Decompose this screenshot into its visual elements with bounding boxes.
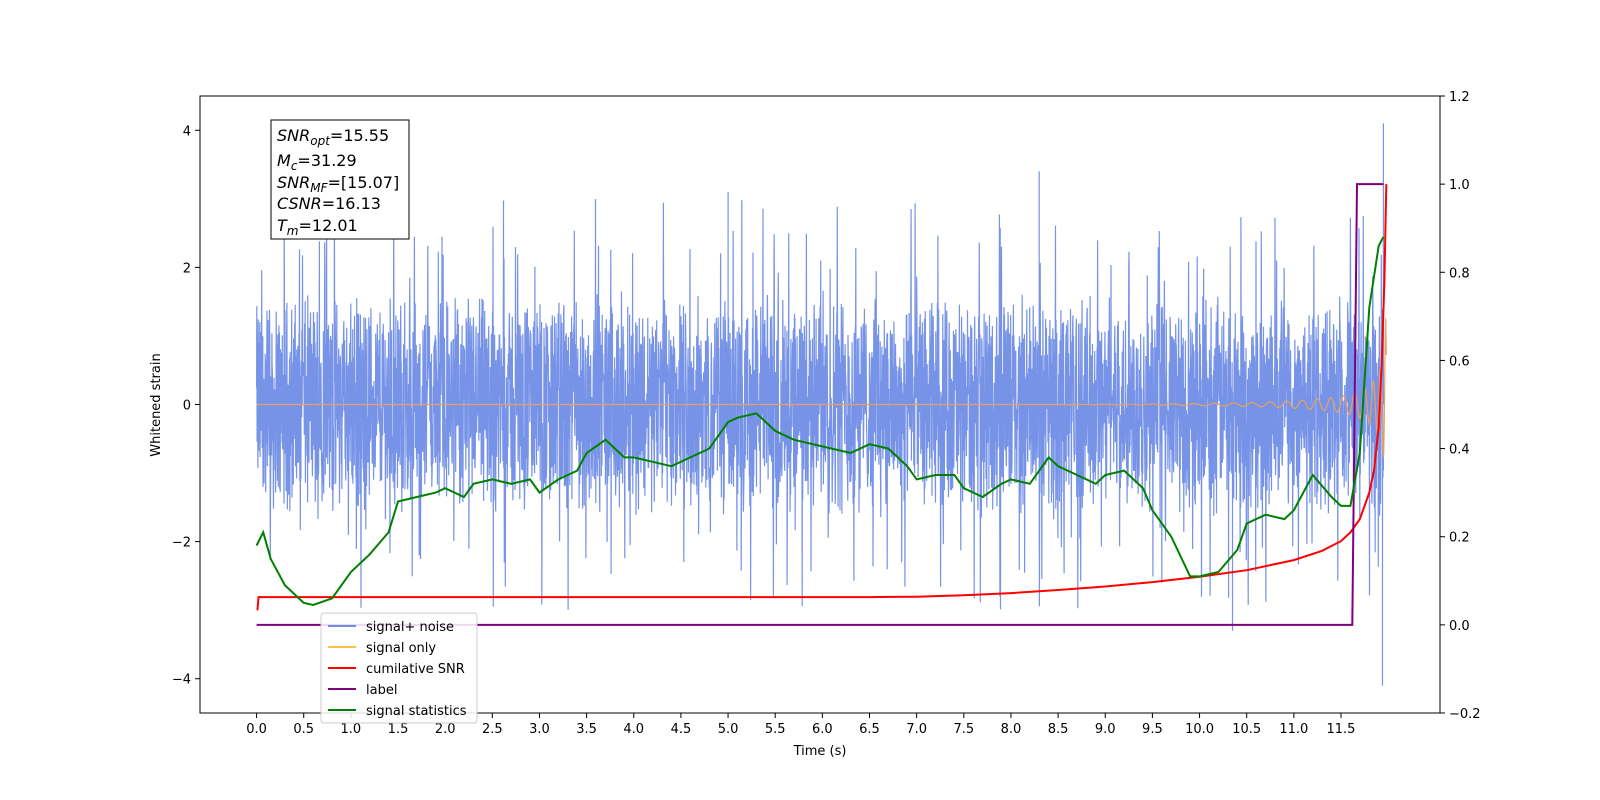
x-tick-label: 4.0 <box>623 722 644 737</box>
annotation-value: =15.55 <box>330 126 389 145</box>
x-tick-label: 11.0 <box>1279 722 1308 737</box>
y2-tick-label: 0.0 <box>1449 619 1470 634</box>
x-tick-label: 2.0 <box>435 722 456 737</box>
x-tick-label: 0.5 <box>293 722 314 737</box>
x-tick-label: 8.0 <box>1001 722 1022 737</box>
y-tick-label: 2 <box>183 261 191 276</box>
annotation-subscript: opt <box>310 134 331 148</box>
y-axis-right: −0.2 0.0 0.2 0.4 0.6 0.8 1.0 1.2 <box>1440 90 1481 722</box>
legend-label: cumilative SNR <box>366 662 465 677</box>
y-tick-label: −2 <box>172 536 191 551</box>
x-tick-label: 6.0 <box>812 722 833 737</box>
annotation-line: SNRMF=[15.07] <box>277 173 399 195</box>
annotation-line: CSNR=16.13 <box>277 194 381 213</box>
x-tick-label: 10.0 <box>1185 722 1214 737</box>
series-cumilative-snr <box>256 184 1388 611</box>
x-axis-title: Time (s) <box>793 744 847 759</box>
y2-tick-label: 0.2 <box>1449 531 1470 546</box>
x-tick-label: 5.5 <box>765 722 786 737</box>
x-tick-label: 1.5 <box>388 722 409 737</box>
legend-label: label <box>366 683 397 698</box>
y2-tick-label: 0.6 <box>1449 354 1470 369</box>
y-axis-title: Whitened strain <box>149 353 164 456</box>
annotation-symbol: SNR <box>277 126 310 145</box>
annotation-subscript: m <box>287 224 299 238</box>
x-tick-label: 9.0 <box>1095 722 1116 737</box>
annotation-symbol: T <box>277 216 288 235</box>
series-signal-statistics <box>255 236 1385 607</box>
x-tick-label: 6.5 <box>859 722 880 737</box>
legend: signal+ noise signal only cumilative SNR la… <box>320 612 478 724</box>
legend-frame <box>320 612 478 724</box>
annotation-symbol: CSNR <box>277 194 322 213</box>
annotation-frame <box>270 119 410 240</box>
annotation-value: =[15.07] <box>328 173 400 192</box>
x-tick-label: 9.5 <box>1142 722 1163 737</box>
y2-tick-label: 1.2 <box>1449 90 1470 105</box>
legend-label: signal statistics <box>366 704 467 719</box>
x-tick-label: 4.5 <box>671 722 692 737</box>
x-tick-label: 5.0 <box>718 722 739 737</box>
series-label <box>256 183 1384 626</box>
x-tick-label: 7.0 <box>906 722 927 737</box>
x-tick-label: 3.5 <box>576 722 597 737</box>
y2-tick-label: −0.2 <box>1449 707 1481 722</box>
x-tick-label: 2.5 <box>482 722 503 737</box>
annotation-line: Tm=12.01 <box>277 216 358 238</box>
annotation-line: SNRopt=15.55 <box>277 126 389 148</box>
annotation-symbol: SNR <box>277 173 310 192</box>
annotation-box: SNRopt=15.55Mc=31.29SNRMF=[15.07]CSNR=16… <box>270 119 410 240</box>
annotation-symbol: M <box>277 151 291 170</box>
annotation-line: Mc=31.29 <box>277 151 357 173</box>
legend-label: signal+ noise <box>366 620 454 635</box>
series-signal-plus-noise <box>256 123 1384 686</box>
y2-tick-label: 0.8 <box>1449 266 1470 281</box>
legend-label: signal only <box>366 641 436 656</box>
y2-tick-label: 0.4 <box>1449 443 1470 458</box>
x-tick-label: 10.5 <box>1232 722 1261 737</box>
annotation-subscript: c <box>291 159 298 173</box>
y-tick-label: 4 <box>183 124 191 139</box>
y-axis-left: −4 −2 0 2 4 <box>172 124 200 688</box>
x-tick-label: 3.0 <box>529 722 550 737</box>
annotation-value: =31.29 <box>297 151 356 170</box>
y-tick-label: −4 <box>172 673 191 688</box>
x-tick-label: 11.5 <box>1327 722 1356 737</box>
y2-tick-label: 1.0 <box>1449 178 1470 193</box>
x-tick-label: 0.0 <box>246 722 267 737</box>
x-tick-label: 7.5 <box>953 722 974 737</box>
series-signal-only <box>256 318 1387 457</box>
series-layer <box>255 123 1388 686</box>
y-tick-label: 0 <box>183 399 191 414</box>
x-tick-label: 8.5 <box>1048 722 1069 737</box>
annotation-subscript: MF <box>310 181 328 195</box>
x-tick-label: 1.0 <box>341 722 362 737</box>
annotation-value: =12.01 <box>298 216 357 235</box>
x-axis: 0.0 0.5 1.0 1.5 2.0 2.5 3.0 3.5 4.0 4.5 5.0 5.5 6.0 6… <box>246 713 1355 737</box>
annotation-value: =16.13 <box>322 194 381 213</box>
